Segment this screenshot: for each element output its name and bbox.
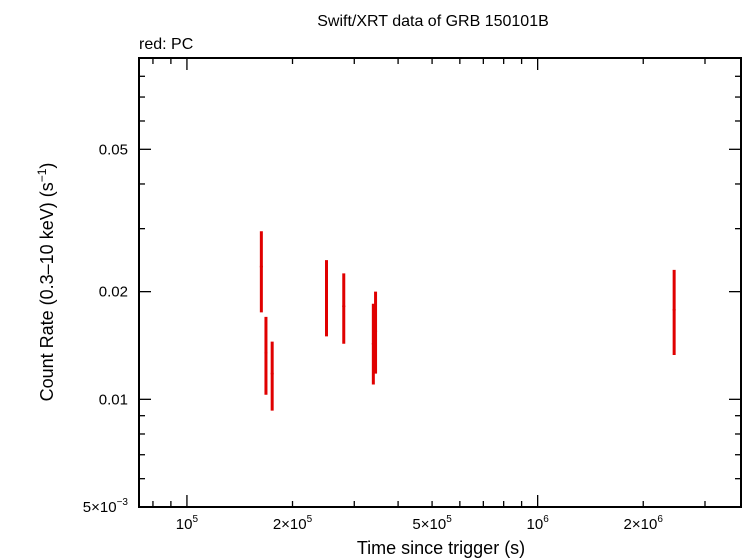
plot-frame xyxy=(138,57,742,508)
y-axis-label: Count Rate (0.3–10 keV) (s−1) xyxy=(35,163,57,402)
tick-labels: 105 2×105 5×105 106 2×106 5×10−3 0.01 0.02 0.05 xyxy=(83,141,664,533)
y-axis-label-close: ) xyxy=(37,163,57,169)
x-tick-label: 2×106 xyxy=(624,514,664,533)
axis-ticks xyxy=(139,57,741,508)
data-point xyxy=(672,269,676,356)
y-tick-label: 0.05 xyxy=(99,141,128,158)
data-points xyxy=(259,231,676,411)
data-point xyxy=(259,231,263,313)
x-tick-label: 105 xyxy=(176,514,199,533)
y-axis-label-sup: −1 xyxy=(35,168,49,182)
chart-title: Swift/XRT data of GRB 150101B xyxy=(317,13,549,30)
y-tick-label: 0.02 xyxy=(99,284,128,301)
y-tick-label: 5×10−3 xyxy=(83,497,129,516)
x-tick-label: 5×105 xyxy=(412,514,452,533)
y-tick-label: 0.01 xyxy=(99,391,128,408)
x-axis-label: Time since trigger (s) xyxy=(357,538,525,558)
x-tick-label: 106 xyxy=(527,514,550,533)
chart-subtitle: red: PC xyxy=(139,36,193,53)
data-point xyxy=(342,273,346,344)
data-point xyxy=(325,260,329,337)
data-point xyxy=(264,316,268,395)
data-point xyxy=(374,291,378,374)
y-axis-label-main: Count Rate (0.3–10 keV) (s xyxy=(37,182,57,401)
data-point xyxy=(270,341,274,411)
x-tick-label: 2×105 xyxy=(273,514,313,533)
